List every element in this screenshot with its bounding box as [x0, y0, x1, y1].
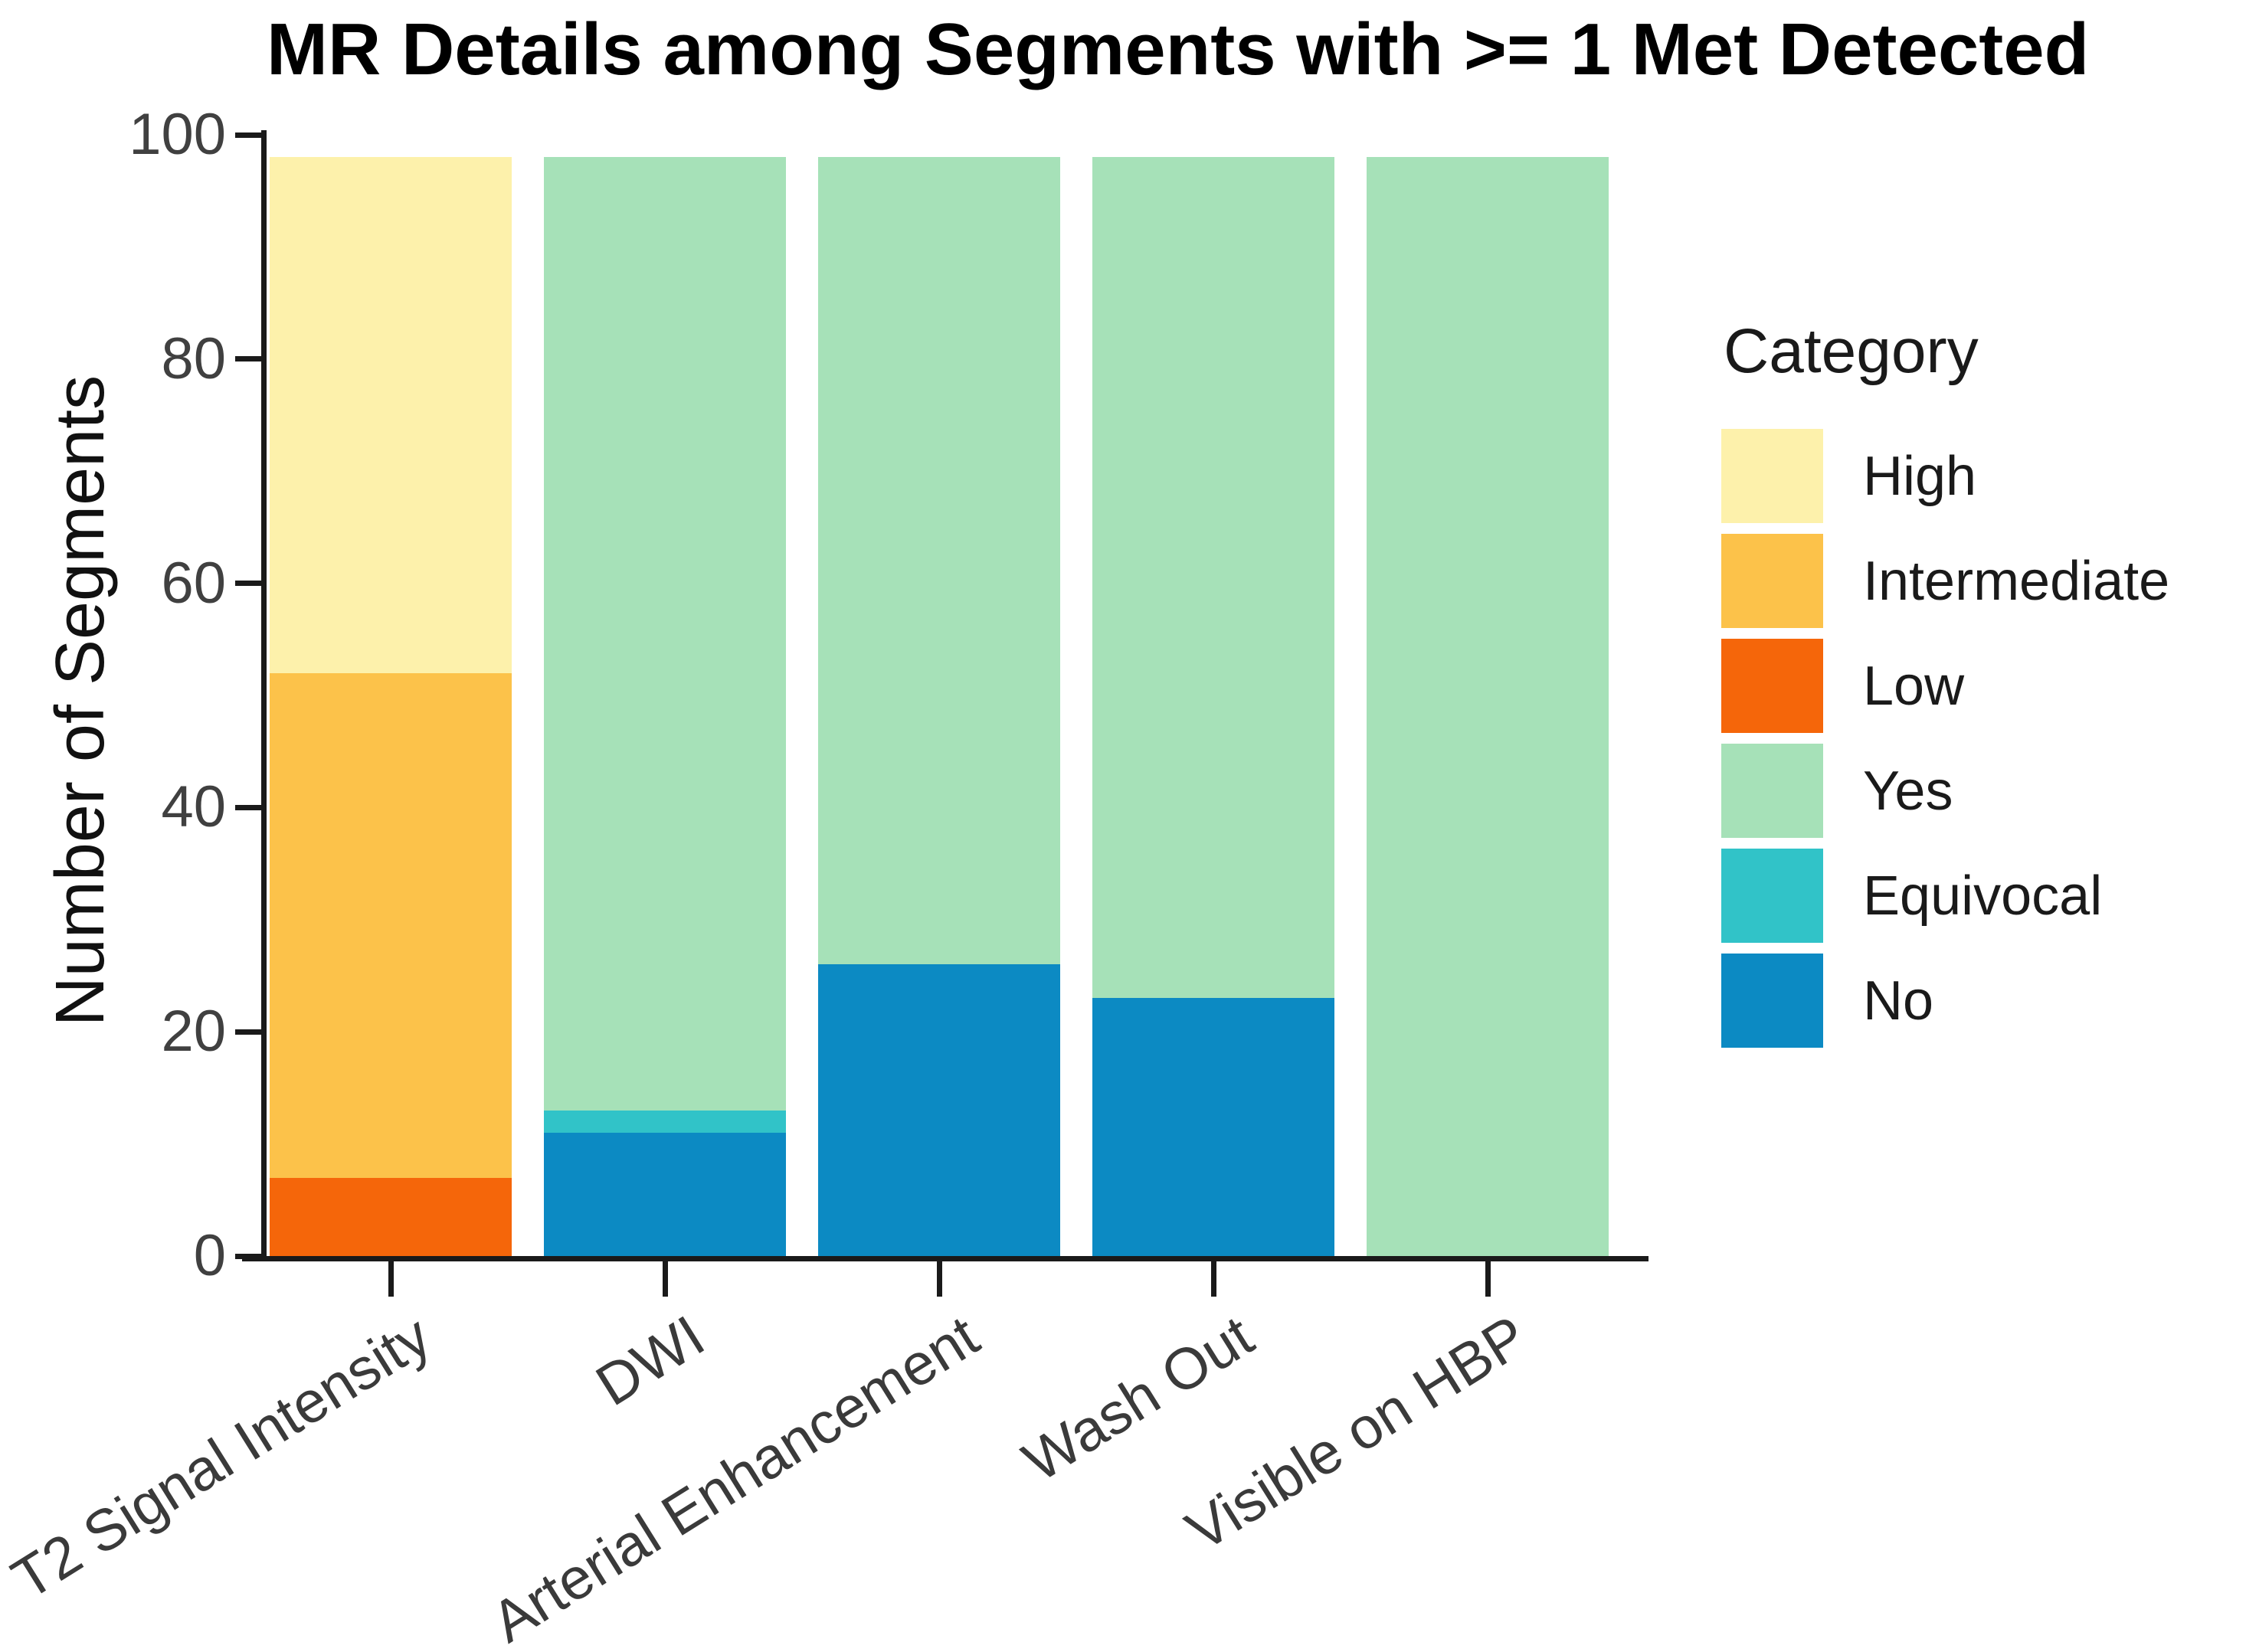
- x-tick-label: Wash Out: [1012, 1303, 1265, 1495]
- x-tick-mark: [936, 1261, 942, 1297]
- bar-segment-no: [1092, 998, 1334, 1256]
- y-tick-mark: [235, 1029, 264, 1035]
- y-tick-mark: [235, 132, 264, 138]
- x-tick-mark: [1485, 1261, 1491, 1297]
- bar-segment-yes: [818, 157, 1060, 965]
- x-tick-mark: [388, 1261, 394, 1297]
- bar-segment-high: [270, 157, 512, 673]
- y-tick-label: 20: [161, 999, 226, 1065]
- y-tick-label: 100: [129, 102, 226, 167]
- legend-swatch-high: [1721, 429, 1823, 523]
- bar-segment-no: [544, 1132, 786, 1256]
- bar-segment-equivocal: [544, 1110, 786, 1133]
- x-tick-mark: [1210, 1261, 1216, 1297]
- y-tick-mark: [235, 1253, 264, 1259]
- legend-swatch-intermediate: [1721, 534, 1823, 628]
- legend-label: High: [1863, 446, 1977, 507]
- x-axis-line: [242, 1256, 1648, 1261]
- x-tick-label: DWI: [585, 1303, 716, 1419]
- y-tick-mark: [235, 581, 264, 587]
- x-tick-label: T2 Signal Intensity: [1, 1303, 442, 1613]
- legend-swatch-yes: [1721, 744, 1823, 838]
- y-tick-label: 80: [161, 325, 226, 391]
- bar-segment-no: [818, 964, 1060, 1256]
- x-tick-label: Arterial Enhancement: [480, 1303, 990, 1652]
- legend-title: Category: [1724, 316, 1979, 386]
- x-tick-mark: [662, 1261, 668, 1297]
- y-tick-label: 40: [161, 774, 226, 840]
- legend-label: Equivocal: [1863, 865, 2103, 927]
- legend-swatch-equivocal: [1721, 849, 1823, 943]
- bar-segment-yes: [1092, 157, 1334, 999]
- y-tick-label: 0: [193, 1223, 226, 1288]
- y-tick-label: 60: [161, 550, 226, 616]
- legend-label: No: [1863, 970, 1934, 1032]
- chart-title: MR Details among Segments with >= 1 Met …: [267, 8, 2090, 90]
- legend-label: Yes: [1863, 761, 1953, 822]
- bar-segment-yes: [1367, 157, 1609, 1256]
- bar-segment-yes: [544, 157, 786, 1111]
- legend-label: Intermediate: [1863, 551, 2170, 612]
- y-tick-mark: [235, 356, 264, 362]
- bar-segment-low: [270, 1177, 512, 1256]
- legend-label: Low: [1863, 656, 1965, 717]
- y-axis-line: [261, 130, 267, 1261]
- legend-swatch-no: [1721, 954, 1823, 1048]
- bar-segment-intermediate: [270, 672, 512, 1178]
- legend-swatch-low: [1721, 639, 1823, 733]
- y-tick-mark: [235, 804, 264, 810]
